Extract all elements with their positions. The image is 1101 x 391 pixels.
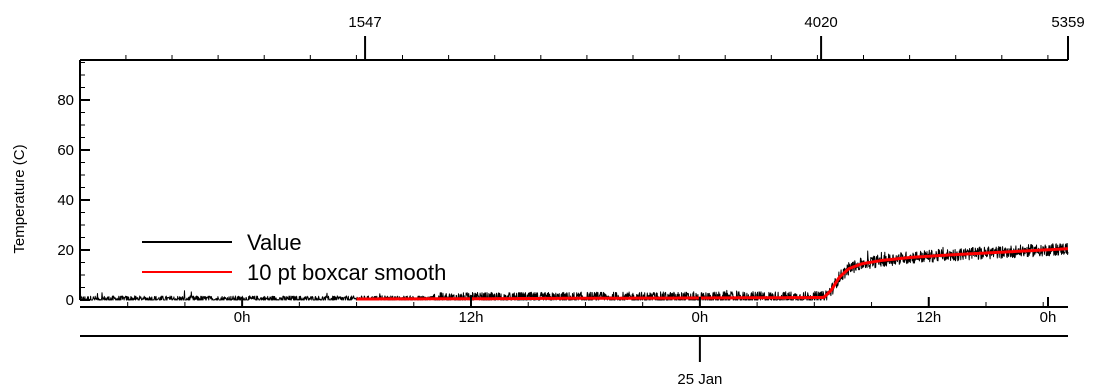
y-tick-label: 40	[57, 192, 74, 209]
x-tick-label: 12h	[458, 309, 483, 326]
x-axis-time: 0h 12h 0h 12h 0h	[80, 297, 1068, 326]
date-label: 25 Jan	[677, 371, 722, 388]
x-tick-label: 12h	[916, 309, 941, 326]
y-tick-label: 60	[57, 142, 74, 159]
top-tick-label: 1547	[348, 14, 381, 31]
legend-label-value: Value	[247, 230, 302, 255]
y-tick-label: 20	[57, 242, 74, 259]
x-axis-date: 25 Jan	[80, 335, 1068, 388]
series-layer	[79, 243, 1069, 301]
y-axis-label: Temperature (C)	[11, 144, 28, 253]
y-tick-label: 0	[66, 292, 74, 309]
series-value-line	[79, 243, 1069, 301]
series-smooth-line	[356, 247, 1068, 301]
x-tick-label: 0h	[1040, 309, 1057, 326]
top-axis: 1547 4020 5359	[80, 14, 1085, 61]
x-tick-label: 0h	[234, 309, 251, 326]
legend: Value 10 pt boxcar smooth	[142, 230, 446, 285]
legend-label-smooth: 10 pt boxcar smooth	[247, 260, 446, 285]
y-axis: 0 20 40 60 80	[57, 60, 90, 309]
top-tick-label: 4020	[804, 14, 837, 31]
y-tick-label: 80	[57, 92, 74, 109]
top-tick-label: 5359	[1051, 14, 1084, 31]
x-tick-label: 0h	[692, 309, 709, 326]
